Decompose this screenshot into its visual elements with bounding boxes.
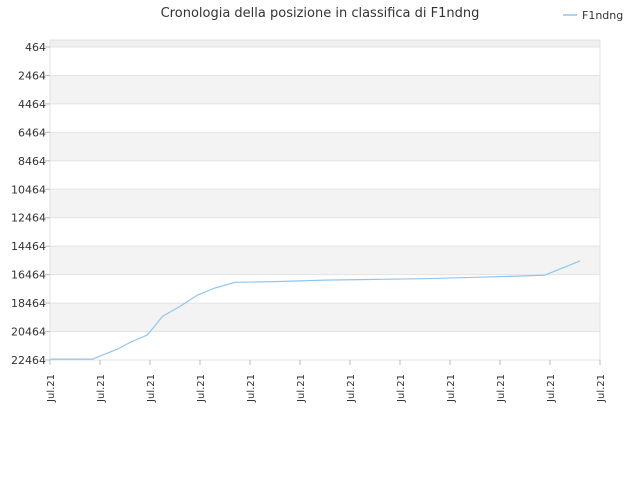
plot-band (50, 246, 600, 275)
plot-band (50, 160, 600, 190)
x-tick-label: Jul.21 (396, 374, 407, 403)
y-axis: 464 2464 4464 6464 8464 10464 12464 14464 16464 1… (11, 41, 50, 367)
plot-band (50, 40, 600, 47)
y-tick-label: 2464 (18, 69, 46, 82)
x-tick-label: Jul.21 (446, 374, 457, 403)
x-tick-label: Jul.21 (46, 374, 57, 403)
plot-band (50, 331, 600, 360)
chart-title: Cronologia della posizione in classifica… (161, 6, 480, 21)
x-tick-label: Jul.21 (296, 374, 307, 403)
y-tick-label: 6464 (18, 126, 46, 139)
series-layer (50, 260, 581, 360)
y-tick-label: 14464 (11, 240, 46, 253)
y-tick-label: 18464 (11, 297, 46, 310)
plot-bands (50, 40, 600, 360)
series-line-f1ndng (50, 260, 581, 360)
y-tick-label: 4464 (18, 98, 46, 111)
plot-band (50, 217, 600, 247)
x-tick-label: Jul.21 (346, 374, 357, 403)
x-tick-label: Jul.21 (496, 374, 507, 403)
x-axis: Jul.21 Jul.21 Jul.21 Jul.21 Jul.21 Jul.21 Jul.… (46, 360, 607, 403)
plot-band (50, 103, 600, 133)
x-tick-label: Jul.21 (146, 374, 157, 403)
y-tick-label: 20464 (11, 326, 46, 339)
legend-label-f1ndng: F1ndng (582, 9, 623, 22)
y-tick-label: 16464 (11, 269, 46, 282)
plot-band (50, 303, 600, 332)
plot-band (50, 75, 600, 104)
plot-band (50, 132, 600, 161)
y-tick-label: 10464 (11, 183, 46, 196)
y-tick-label: 8464 (18, 155, 46, 168)
plot-band (50, 47, 600, 76)
x-tick-label: Jul.21 (196, 374, 207, 403)
plot-area-border (49, 39, 601, 361)
x-tick-label: Jul.21 (246, 374, 257, 403)
y-tick-label: 22464 (11, 354, 46, 367)
x-tick-label: Jul.21 (596, 374, 607, 403)
plot-band (50, 189, 600, 218)
legend: F1ndng (563, 9, 623, 22)
plot-band (50, 274, 600, 304)
x-tick-label: Jul.21 (96, 374, 107, 403)
x-tick-label: Jul.21 (546, 374, 557, 403)
y-tick-label: 464 (25, 41, 46, 54)
y-tick-label: 12464 (11, 212, 46, 225)
